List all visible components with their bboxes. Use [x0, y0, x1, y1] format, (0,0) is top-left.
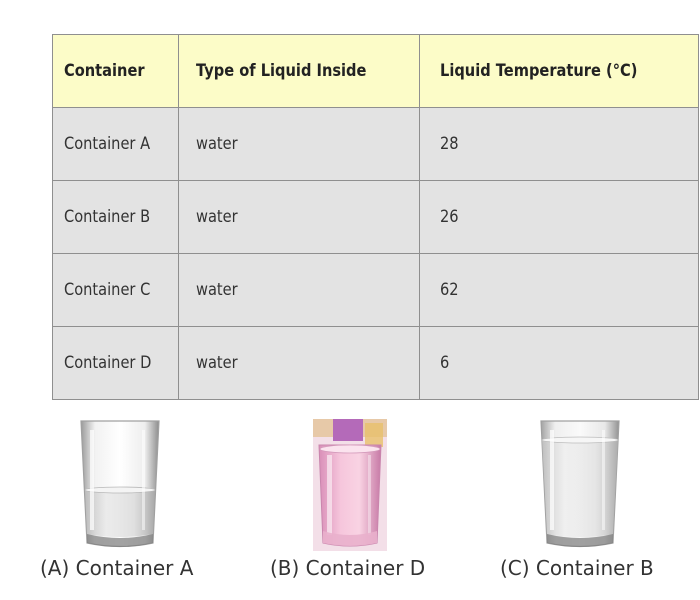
temperature-table: Container Type of Liquid Inside Liquid T… [52, 34, 699, 400]
glass-half-water-icon [80, 420, 160, 548]
cell-temperature: 26 [419, 180, 699, 254]
cell-liquid: water [178, 180, 420, 254]
header-liquid-type: Type of Liquid Inside [178, 34, 420, 108]
option-c-label: (C) Container B [500, 556, 654, 580]
table-row: Container A water 28 [52, 107, 699, 181]
header-temperature: Liquid Temperature (°C) [419, 34, 699, 108]
cell-liquid: water [178, 107, 420, 181]
cell-liquid: water [178, 326, 420, 400]
option-a-label: (A) Container A [40, 556, 194, 580]
cell-temperature: 6 [419, 326, 699, 400]
option-b-label: (B) Container D [270, 556, 426, 580]
header-container: Container [52, 34, 179, 108]
table-row: Container C water 62 [52, 253, 699, 327]
table-header-row: Container Type of Liquid Inside Liquid T… [52, 34, 699, 108]
cell-container: Container B [52, 180, 179, 254]
glass-full-water-icon [540, 420, 620, 548]
cell-temperature: 62 [419, 253, 699, 327]
cell-container: Container D [52, 326, 179, 400]
cell-container: Container A [52, 107, 179, 181]
cell-temperature: 28 [419, 107, 699, 181]
cell-container: Container C [52, 253, 179, 327]
cell-liquid: water [178, 253, 420, 327]
table-row: Container D water 6 [52, 326, 699, 400]
table-row: Container B water 26 [52, 180, 699, 254]
glass-pink-drink-icon [313, 419, 387, 551]
